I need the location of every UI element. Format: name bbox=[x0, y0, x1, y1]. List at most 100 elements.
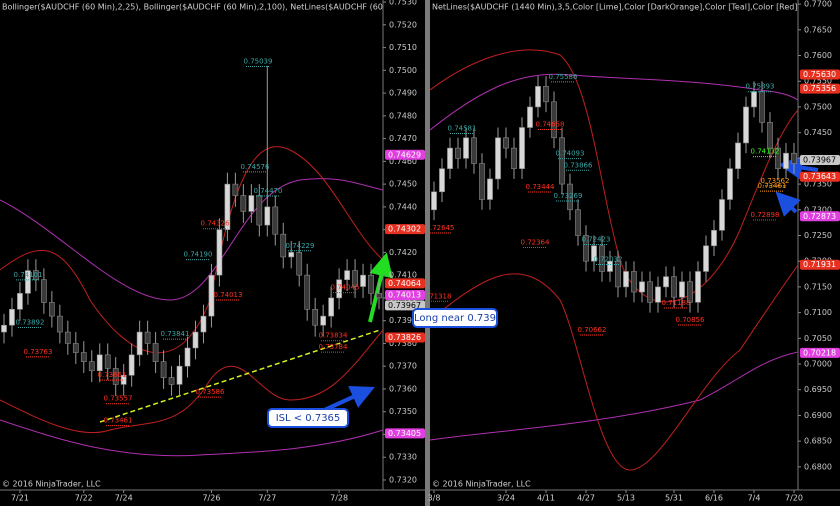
x-tick-label: 7/27 bbox=[258, 494, 276, 503]
y-tick-label: 0.7440 bbox=[389, 202, 417, 211]
y-tick-label: 0.7480 bbox=[389, 111, 417, 120]
price-tag-label: 0.73967 bbox=[388, 301, 421, 310]
candle-body bbox=[208, 274, 215, 317]
candle-body bbox=[17, 293, 23, 310]
candle-body bbox=[463, 137, 469, 159]
y-tick-label: 0.7360 bbox=[389, 384, 417, 393]
y-tick-label: 0.7460 bbox=[389, 157, 417, 166]
candle-body bbox=[447, 147, 453, 169]
price-tag bbox=[800, 83, 840, 94]
price-tag bbox=[800, 259, 840, 270]
candle-body bbox=[695, 271, 701, 303]
y-tick-label: 0.6800 bbox=[804, 462, 832, 471]
level-label: 0.72645 bbox=[426, 224, 455, 232]
x-tick-label: 5/31 bbox=[665, 494, 683, 503]
candle-body bbox=[88, 361, 95, 372]
level-label: 0.74101 bbox=[14, 271, 43, 279]
y-tick-label: 0.7370 bbox=[389, 362, 417, 371]
price-tag-label: 0.73643 bbox=[803, 172, 836, 181]
level-label: 0.73444 bbox=[526, 183, 555, 191]
price-tag bbox=[800, 211, 840, 222]
candle-body bbox=[288, 252, 295, 258]
y-tick-label: 0.7600 bbox=[804, 51, 832, 60]
candle-body bbox=[49, 302, 55, 317]
level-label: 0.73557 bbox=[104, 395, 133, 403]
arrow bbox=[775, 191, 801, 217]
candle-body bbox=[703, 245, 709, 272]
y-tick-label: 0.7520 bbox=[389, 20, 417, 29]
price-tag-label: 0.73967 bbox=[803, 156, 836, 165]
y-tick-label: 0.7700 bbox=[804, 0, 832, 9]
level-label: 0.72898 bbox=[751, 211, 780, 219]
candle-body bbox=[320, 315, 327, 326]
y-tick-label: 0.7250 bbox=[804, 231, 832, 240]
level-label: 0.74229 bbox=[286, 242, 315, 250]
y-tick-label: 0.7350 bbox=[389, 407, 417, 416]
annotation-box bbox=[267, 408, 349, 428]
candle-body bbox=[56, 315, 63, 333]
candle-body bbox=[41, 279, 47, 303]
candle-body bbox=[647, 281, 653, 303]
level-label: 0.73661 bbox=[98, 371, 127, 379]
level-label: 0.73586 bbox=[196, 388, 225, 396]
level-label: 0.74132 bbox=[751, 148, 780, 156]
candle-body bbox=[495, 137, 501, 180]
x-tick-label: 7/20 bbox=[785, 494, 803, 503]
candle-body bbox=[33, 270, 39, 281]
level-label: 0.72423 bbox=[582, 235, 611, 243]
level-label: 0.74470 bbox=[254, 187, 283, 195]
annotation: ISL < 0.7365 bbox=[276, 413, 341, 424]
level-label: 0.75039 bbox=[244, 57, 273, 65]
candle-body bbox=[575, 209, 581, 236]
level-label: 0.73461 bbox=[104, 417, 133, 425]
candle-body bbox=[759, 91, 765, 123]
candle-body bbox=[767, 122, 773, 149]
price-tag bbox=[385, 149, 425, 160]
price-tag bbox=[385, 428, 425, 439]
price-tag bbox=[800, 171, 840, 182]
y-tick-label: 0.7350 bbox=[804, 180, 832, 189]
price-tag bbox=[385, 332, 425, 343]
candle-body bbox=[583, 235, 589, 262]
candle-body bbox=[519, 127, 525, 169]
price-tag-label: 0.75356 bbox=[803, 84, 836, 93]
candle-body bbox=[719, 199, 725, 231]
y-tick-label: 0.7100 bbox=[804, 308, 832, 317]
level-label: 0.73834 bbox=[319, 332, 348, 340]
level-label: 0.73784 bbox=[319, 343, 348, 351]
y-tick-label: 0.7000 bbox=[804, 360, 832, 369]
level-label: 0.74013 bbox=[214, 291, 243, 299]
level-label: 0.70856 bbox=[676, 316, 705, 324]
y-tick-label: 0.7510 bbox=[389, 43, 417, 52]
price-tag bbox=[800, 155, 840, 166]
chart-title: NetLines($AUDCHF (1440 Min),3,5,Color [L… bbox=[432, 3, 840, 12]
y-tick-label: 0.7300 bbox=[804, 205, 832, 214]
candle-body bbox=[312, 308, 319, 326]
candle-body bbox=[72, 343, 79, 353]
candle-body bbox=[96, 354, 103, 372]
y-tick-label: 0.7410 bbox=[389, 271, 417, 280]
candle-body bbox=[168, 377, 175, 385]
level-label: 0.73562 bbox=[761, 177, 790, 185]
level-label: 0.75393 bbox=[746, 83, 775, 91]
price-tag bbox=[800, 347, 840, 358]
candle-body bbox=[232, 183, 239, 196]
y-tick-label: 0.7650 bbox=[804, 25, 832, 34]
candle-body bbox=[176, 365, 183, 385]
x-tick-label: 7/28 bbox=[330, 494, 348, 503]
y-tick-label: 0.7450 bbox=[389, 180, 417, 189]
candle-body bbox=[368, 274, 374, 294]
candle-body bbox=[775, 147, 781, 169]
candle-body bbox=[352, 270, 358, 287]
candle-body bbox=[136, 331, 143, 356]
level-label: 0.71188 bbox=[662, 299, 691, 307]
x-tick-label: 4/27 bbox=[577, 494, 595, 503]
candle-body bbox=[551, 101, 557, 139]
divider bbox=[425, 0, 430, 506]
candle-body bbox=[152, 343, 159, 362]
level-label: 0.74576 bbox=[241, 163, 270, 171]
price-tag bbox=[385, 278, 425, 289]
